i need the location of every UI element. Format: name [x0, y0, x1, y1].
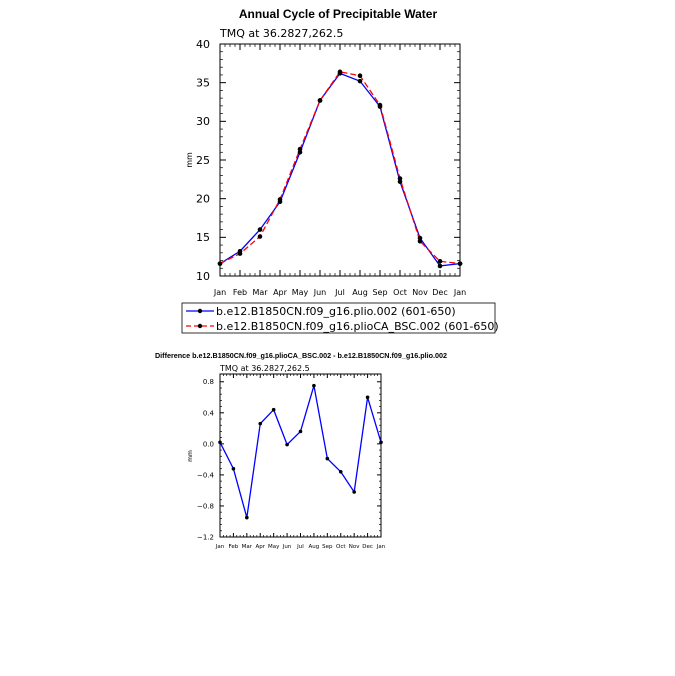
data-point-series1: [218, 440, 222, 445]
x-tick-label: Jun: [282, 544, 292, 550]
x-tick-label: Mar: [242, 544, 253, 550]
data-point-series1: [257, 227, 263, 232]
y-tick-label: 0.0: [203, 440, 214, 448]
data-point-series1: [285, 442, 289, 447]
legend-marker-series1: [197, 308, 203, 314]
difference-chart: Difference b.e12.B1850CN.f09_g16.plioCA_…: [155, 351, 447, 550]
y-tick-label: 35: [196, 77, 210, 90]
legend-label-series2: b.e12.B1850CN.f09_g16.plioCA_BSC.002 (60…: [216, 320, 499, 333]
data-point-series2: [217, 261, 223, 266]
data-point-series1: [352, 490, 356, 494]
data-point-series1: [245, 515, 249, 520]
data-point-series1: [338, 470, 343, 474]
x-tick-label: Feb: [233, 288, 247, 297]
y-tick-label: −1.2: [197, 533, 214, 541]
x-tick-label: Dec: [362, 544, 373, 550]
data-point-series1: [357, 78, 363, 84]
legend-marker-series2: [197, 323, 203, 329]
data-point-series1: [258, 421, 263, 426]
x-tick-label: Sep: [372, 288, 387, 297]
x-tick-label: Apr: [273, 288, 288, 297]
data-point-series2: [237, 251, 243, 256]
y-tick-label: 20: [196, 193, 210, 206]
chart1-axes: Jan Feb Mar Apr May Jun Jul Aug Sep Oct Nov Dec Jan1…: [196, 38, 466, 297]
x-tick-label: Mar: [252, 288, 268, 297]
chart2-title: Difference b.e12.B1850CN.f09_g16.plioCA_…: [155, 351, 447, 360]
chart1-ylabel: mm: [185, 152, 194, 168]
y-tick-label: 25: [196, 154, 210, 167]
data-point-series2: [357, 73, 363, 79]
x-tick-label: Oct: [393, 288, 407, 297]
data-point-series2: [317, 98, 323, 103]
y-tick-label: 0.4: [203, 409, 215, 417]
data-point-series1: [312, 383, 316, 388]
data-point-series2: [457, 261, 463, 266]
chart2-ylabel: mm: [187, 450, 194, 462]
data-point-series2: [397, 176, 403, 181]
x-tick-label: Apr: [255, 544, 265, 550]
chart2-subtitle: TMQ at 36.2827,262.5: [219, 364, 310, 373]
x-tick-label: Nov: [349, 544, 360, 550]
data-point-series1: [437, 263, 443, 269]
x-tick-label: Jan: [215, 544, 225, 550]
x-tick-label: Jul: [334, 288, 345, 297]
series-line-1: [219, 385, 382, 518]
y-tick-label: 0.8: [203, 378, 214, 386]
x-tick-label: Aug: [352, 288, 368, 297]
chart1-legend: b.e12.B1850CN.f09_g16.plio.002 (601-650)…: [181, 302, 499, 334]
y-tick-label: 40: [196, 38, 210, 51]
data-point-series1: [271, 407, 276, 412]
x-tick-label: May: [292, 288, 309, 297]
x-tick-label: Nov: [412, 288, 428, 297]
x-tick-label: May: [268, 544, 280, 550]
y-tick-label: 10: [196, 270, 210, 283]
data-point-series1: [298, 429, 303, 434]
data-point-series2: [417, 238, 423, 244]
x-tick-label: Oct: [336, 544, 346, 550]
x-tick-label: Jan: [376, 544, 386, 550]
x-tick-label: Sep: [322, 544, 333, 550]
y-tick-label: −0.8: [197, 502, 214, 510]
y-tick-label: 30: [196, 115, 210, 128]
chart1-title: Annual Cycle of Precipitable Water: [239, 7, 438, 21]
chart1-series: [217, 69, 463, 269]
series-line-1: [219, 72, 461, 267]
x-tick-label: Dec: [432, 288, 447, 297]
x-tick-label: Jan: [453, 288, 466, 297]
data-point-series2: [257, 234, 263, 239]
legend-box: [181, 302, 496, 334]
data-point-series2: [437, 259, 443, 264]
chart2-series: [218, 383, 383, 520]
data-point-series2: [277, 197, 283, 202]
data-point-series2: [297, 146, 303, 152]
chart2-axes: Jan Feb Mar Apr May Jun Jul Aug Sep Oct Nov Dec Jan−…: [197, 374, 386, 550]
x-tick-label: Jul: [296, 544, 304, 550]
data-point-series2: [377, 102, 383, 108]
x-tick-label: Feb: [229, 544, 239, 550]
chart1-plot-frame: [219, 43, 461, 277]
annual-cycle-chart: Annual Cycle of Precipitable Water TMQ a…: [181, 7, 499, 334]
legend-label-series1: b.e12.B1850CN.f09_g16.plio.002 (601-650): [216, 305, 456, 318]
x-tick-label: Aug: [309, 544, 320, 550]
data-point-series1: [325, 456, 330, 461]
y-tick-label: −0.4: [197, 471, 215, 479]
data-point-series1: [379, 440, 383, 445]
x-tick-label: Jan: [213, 288, 226, 297]
chart1-subtitle: TMQ at 36.2827,262.5: [219, 27, 343, 40]
x-tick-label: Jun: [313, 288, 327, 297]
data-point-series2: [337, 69, 343, 75]
data-point-series1: [231, 466, 236, 471]
data-point-series1: [365, 395, 370, 400]
y-tick-label: 15: [196, 231, 210, 244]
chart2-plot-frame: [219, 373, 382, 538]
